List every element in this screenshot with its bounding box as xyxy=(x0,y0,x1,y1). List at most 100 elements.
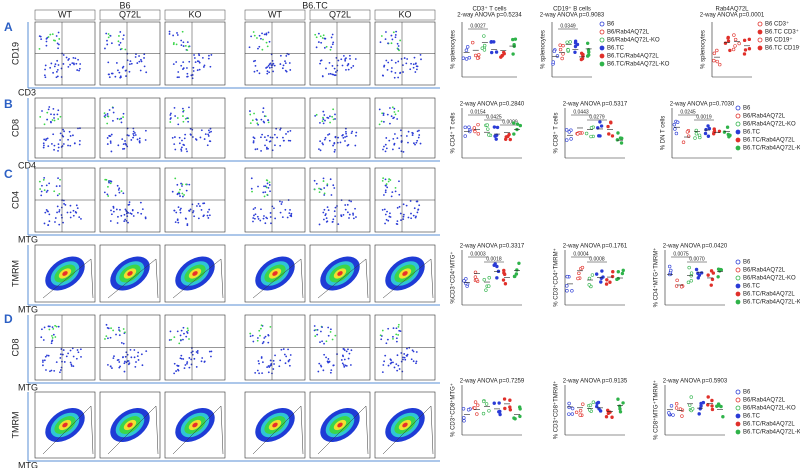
event-dot xyxy=(380,120,383,123)
event-dot xyxy=(122,148,124,150)
event-dot xyxy=(258,34,261,37)
event-dot xyxy=(260,118,263,121)
event-dot xyxy=(187,45,190,48)
event-dot xyxy=(344,140,346,142)
event-dot xyxy=(62,221,64,224)
event-dot xyxy=(193,57,196,59)
event-dot xyxy=(106,137,109,139)
event-dot xyxy=(44,211,47,214)
sample-dot xyxy=(717,404,722,408)
sample-dot xyxy=(673,127,677,131)
sample-dot xyxy=(671,413,675,417)
event-dot xyxy=(76,349,79,351)
event-dot xyxy=(258,45,261,48)
event-dot xyxy=(342,355,345,358)
event-dot xyxy=(174,148,177,151)
event-dot xyxy=(182,41,185,44)
event-dot xyxy=(379,334,382,337)
flow-plot xyxy=(309,167,371,233)
event-dot xyxy=(260,357,263,359)
flow-plot xyxy=(34,314,96,381)
event-dot xyxy=(324,136,327,139)
sample-dot xyxy=(487,284,491,288)
event-dot xyxy=(188,366,191,369)
event-dot xyxy=(39,188,42,190)
event-dot xyxy=(208,208,211,211)
event-dot xyxy=(140,353,143,356)
event-dot xyxy=(42,146,45,149)
event-dot xyxy=(117,69,119,72)
event-dot xyxy=(315,113,318,116)
event-dot xyxy=(397,76,400,79)
event-dot xyxy=(398,193,401,196)
sample-dot xyxy=(514,272,519,276)
event-dot xyxy=(203,202,206,205)
event-dot xyxy=(352,217,355,220)
sample-dot xyxy=(518,123,523,128)
anova-text: 2-way ANOVA p=0.5903 xyxy=(663,379,728,385)
event-dot xyxy=(252,340,255,343)
sample-dot xyxy=(466,408,471,412)
event-dot xyxy=(265,216,268,219)
flow-plot xyxy=(374,244,436,303)
sample-dot xyxy=(689,271,694,275)
event-dot xyxy=(288,212,291,215)
event-dot xyxy=(326,360,329,363)
event-dot xyxy=(393,366,396,369)
event-dot xyxy=(176,34,179,36)
event-dot xyxy=(188,357,191,359)
sample-dot xyxy=(484,402,489,406)
event-dot xyxy=(389,179,392,181)
event-dot xyxy=(50,62,53,65)
sample-dot xyxy=(672,122,677,127)
event-dot xyxy=(68,130,71,133)
event-dot xyxy=(385,218,388,221)
sample-dot xyxy=(482,43,487,48)
event-dot xyxy=(71,347,74,350)
event-dot xyxy=(120,214,123,217)
event-dot xyxy=(387,61,390,64)
event-dot xyxy=(384,184,387,187)
event-dot xyxy=(122,328,125,330)
event-dot xyxy=(402,356,404,359)
event-dot xyxy=(57,146,60,149)
event-dot xyxy=(407,141,409,144)
event-dot xyxy=(347,348,349,351)
event-dot xyxy=(201,357,204,359)
event-dot xyxy=(322,116,324,119)
y-axis-label: % splenocytes xyxy=(451,30,457,69)
event-dot xyxy=(267,64,270,67)
event-dot xyxy=(287,53,290,56)
anova-text: 2-way ANOVA p=0.9083 xyxy=(540,13,605,19)
event-dot xyxy=(55,70,58,73)
sample-dot xyxy=(709,269,714,273)
event-dot xyxy=(176,32,178,34)
event-dot xyxy=(351,130,354,133)
event-dot xyxy=(77,351,80,354)
sample-dot xyxy=(567,130,572,134)
event-dot xyxy=(48,213,51,216)
sample-dot xyxy=(473,275,478,279)
anova-text: 2-way ANOVA p=0.0001 xyxy=(700,13,765,19)
event-dot xyxy=(331,115,334,118)
event-dot xyxy=(204,133,207,136)
plot-title: CD19⁺ B cells xyxy=(553,6,591,13)
event-dot xyxy=(405,62,408,65)
sample-dot xyxy=(585,54,590,58)
event-dot xyxy=(315,36,318,39)
event-dot xyxy=(39,116,42,118)
sample-dot xyxy=(576,132,580,136)
p-value: 0.0425 xyxy=(486,114,502,120)
event-dot xyxy=(320,41,323,44)
sample-dot xyxy=(508,408,513,412)
event-dot xyxy=(123,220,126,223)
flow-y-label: TMRM xyxy=(10,412,20,439)
event-dot xyxy=(403,356,406,359)
event-dot xyxy=(172,34,175,37)
event-dot xyxy=(395,337,398,340)
sample-dot xyxy=(607,132,611,136)
p-value: 0.0349 xyxy=(560,23,576,29)
event-dot xyxy=(393,133,396,135)
event-dot xyxy=(414,143,416,146)
event-dot xyxy=(344,59,347,62)
